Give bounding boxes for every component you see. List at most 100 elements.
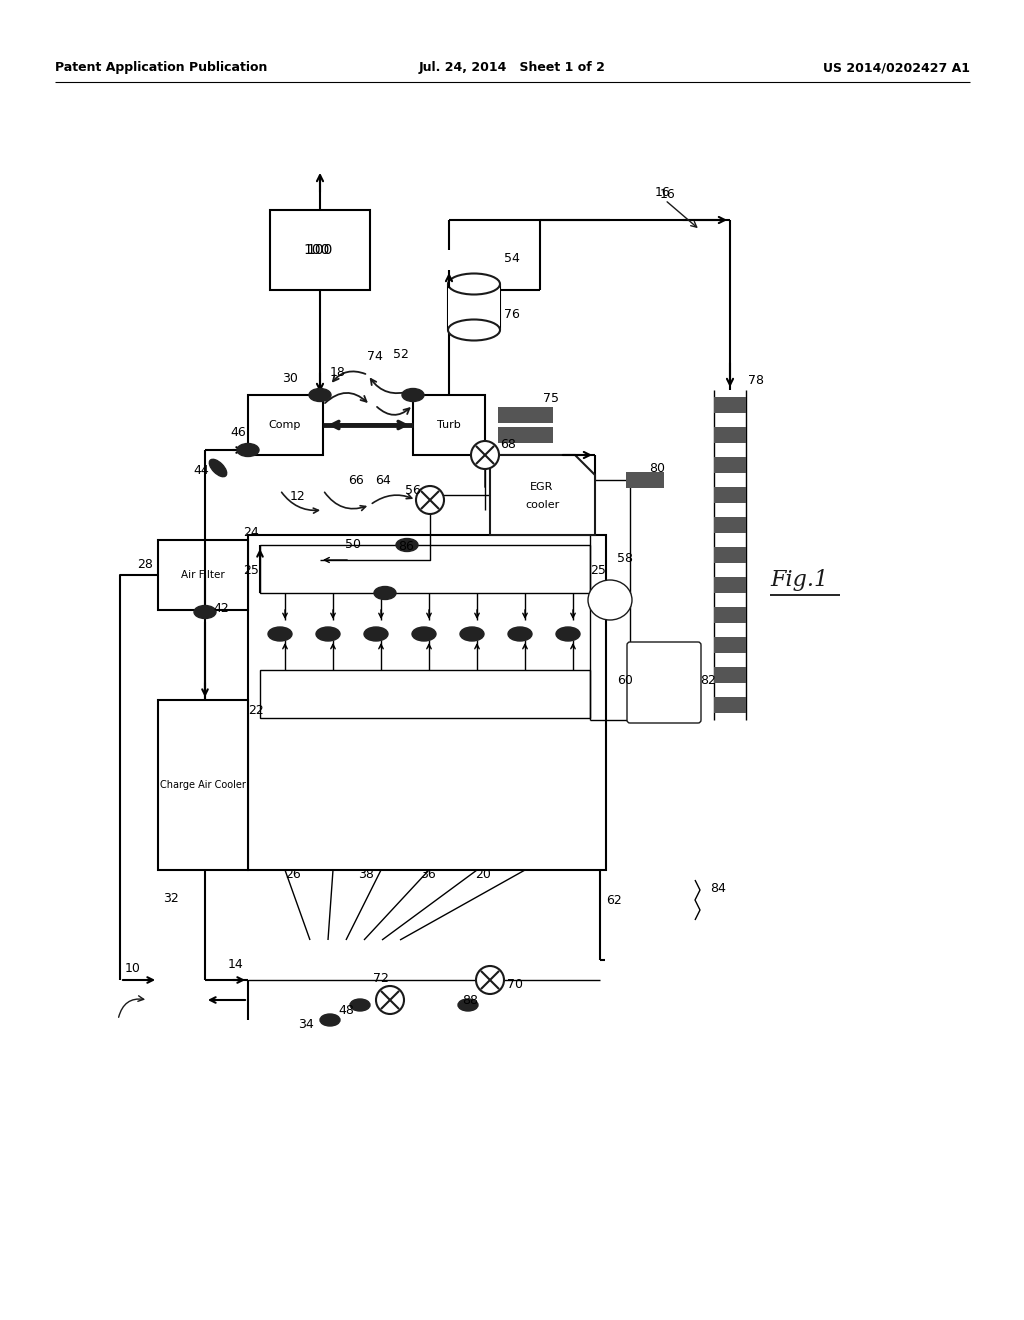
Text: 58: 58 xyxy=(617,552,633,565)
Text: Charge Air Cooler: Charge Air Cooler xyxy=(160,780,246,789)
Text: 25: 25 xyxy=(590,564,606,577)
Bar xyxy=(248,395,323,455)
Text: Turb: Turb xyxy=(437,420,461,430)
Bar xyxy=(498,407,553,422)
Ellipse shape xyxy=(194,606,216,619)
Text: 62: 62 xyxy=(606,894,622,907)
Text: 74: 74 xyxy=(367,351,383,363)
FancyBboxPatch shape xyxy=(627,642,701,723)
Ellipse shape xyxy=(268,627,292,642)
Text: EGR: EGR xyxy=(530,482,554,492)
Ellipse shape xyxy=(316,627,340,642)
Bar xyxy=(714,697,746,713)
Text: 12: 12 xyxy=(290,491,306,503)
Text: 100: 100 xyxy=(307,243,333,257)
Bar xyxy=(413,395,485,455)
Ellipse shape xyxy=(449,319,500,341)
Text: 34: 34 xyxy=(298,1019,313,1031)
Text: 20: 20 xyxy=(475,869,490,882)
Text: 48: 48 xyxy=(338,1003,354,1016)
Ellipse shape xyxy=(396,539,418,552)
Circle shape xyxy=(476,966,504,994)
Text: 36: 36 xyxy=(420,869,436,882)
Bar xyxy=(714,517,746,533)
Text: Air Filter: Air Filter xyxy=(181,570,225,579)
Text: 18: 18 xyxy=(330,366,346,379)
Text: 54: 54 xyxy=(504,252,520,264)
Circle shape xyxy=(471,441,499,469)
Text: 80: 80 xyxy=(649,462,665,474)
Text: 16: 16 xyxy=(660,189,676,202)
Text: 44: 44 xyxy=(193,463,209,477)
Text: 46: 46 xyxy=(230,425,246,438)
Ellipse shape xyxy=(458,999,478,1011)
Text: 26: 26 xyxy=(285,869,301,882)
Text: 100: 100 xyxy=(304,243,330,257)
Bar xyxy=(158,540,248,610)
Bar xyxy=(626,473,664,488)
Text: Jul. 24, 2014   Sheet 1 of 2: Jul. 24, 2014 Sheet 1 of 2 xyxy=(419,62,605,74)
Text: 16: 16 xyxy=(655,186,671,199)
Ellipse shape xyxy=(319,1014,340,1026)
Bar xyxy=(714,457,746,473)
Ellipse shape xyxy=(209,459,226,477)
Circle shape xyxy=(416,486,444,513)
Text: US 2014/0202427 A1: US 2014/0202427 A1 xyxy=(823,62,970,74)
Ellipse shape xyxy=(364,627,388,642)
Text: 66: 66 xyxy=(348,474,364,487)
Ellipse shape xyxy=(237,444,259,457)
Text: 76: 76 xyxy=(504,309,520,322)
Ellipse shape xyxy=(309,388,331,401)
Bar xyxy=(714,426,746,444)
Text: cooler: cooler xyxy=(525,500,559,510)
Text: 64: 64 xyxy=(375,474,391,487)
Text: 56: 56 xyxy=(406,483,421,496)
Bar xyxy=(158,700,248,870)
Text: 38: 38 xyxy=(358,869,374,882)
Text: Fig.1: Fig.1 xyxy=(770,569,828,591)
Bar xyxy=(498,426,553,444)
Bar xyxy=(714,546,746,564)
Bar xyxy=(714,397,746,413)
Text: 30: 30 xyxy=(282,371,298,384)
Text: 24: 24 xyxy=(243,525,259,539)
Ellipse shape xyxy=(374,586,396,599)
Text: Patent Application Publication: Patent Application Publication xyxy=(55,62,267,74)
Bar xyxy=(714,667,746,682)
Text: 50: 50 xyxy=(345,539,361,552)
Bar xyxy=(248,535,606,870)
Text: 42: 42 xyxy=(213,602,228,615)
Polygon shape xyxy=(490,455,595,535)
Ellipse shape xyxy=(402,388,424,401)
Ellipse shape xyxy=(508,627,532,642)
Bar xyxy=(714,487,746,503)
Bar xyxy=(270,210,370,290)
Text: 72: 72 xyxy=(373,972,389,985)
Ellipse shape xyxy=(588,579,632,620)
Text: 28: 28 xyxy=(137,558,153,572)
Text: 60: 60 xyxy=(617,673,633,686)
Ellipse shape xyxy=(556,627,580,642)
Text: 32: 32 xyxy=(163,891,179,904)
Bar xyxy=(449,284,500,330)
Text: 82: 82 xyxy=(700,673,716,686)
Text: 52: 52 xyxy=(393,348,409,362)
Text: 70: 70 xyxy=(507,978,523,991)
Text: 10: 10 xyxy=(125,961,141,974)
Text: 22: 22 xyxy=(248,704,264,717)
Ellipse shape xyxy=(412,627,436,642)
Bar xyxy=(714,638,746,653)
Text: 78: 78 xyxy=(748,374,764,387)
Bar xyxy=(714,577,746,593)
Text: 68: 68 xyxy=(500,438,516,451)
Bar xyxy=(260,545,590,593)
Text: 84: 84 xyxy=(710,882,726,895)
Text: 14: 14 xyxy=(228,958,244,972)
Ellipse shape xyxy=(460,627,484,642)
Text: 88: 88 xyxy=(462,994,478,1006)
Text: 86: 86 xyxy=(398,540,414,553)
Bar xyxy=(714,607,746,623)
Bar xyxy=(260,671,590,718)
Text: Comp: Comp xyxy=(269,420,301,430)
Ellipse shape xyxy=(350,999,370,1011)
